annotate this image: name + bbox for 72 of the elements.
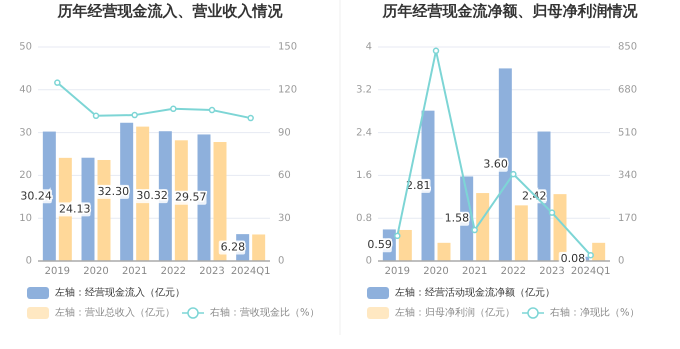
legend-label: 左轴：经营活动现金流净额（亿元）: [395, 286, 555, 299]
point: [510, 170, 517, 178]
point: [432, 48, 440, 54]
point: [92, 112, 100, 120]
y-tick-label: 2.4: [356, 127, 372, 138]
data-label: 30.32: [136, 189, 168, 202]
x-tick-label: 2022: [160, 266, 186, 277]
legend-label: 右轴：营收现金比（%）: [210, 306, 320, 319]
y2-tick-label: 510: [618, 127, 638, 138]
x-tick-label: 2020: [423, 266, 449, 277]
point: [208, 106, 216, 114]
y-tick-label: 50: [19, 42, 32, 53]
point: [394, 232, 401, 240]
bar: [252, 234, 266, 261]
y-tick-label: 4: [366, 42, 372, 53]
legend-label: 右轴：净现比（%）: [550, 306, 640, 319]
y2-tick-label: 60: [278, 170, 291, 182]
x-tick-label: 2024Q1: [570, 266, 611, 277]
x-tick-label: 2021: [122, 266, 148, 277]
y-tick-label: 20: [19, 170, 32, 182]
x-tick-label: 2022: [500, 266, 526, 277]
x-tick-label: 2019: [384, 266, 410, 277]
data-label: 6.28: [220, 240, 246, 254]
data-label: 0.59: [367, 238, 392, 252]
y2-tick-label: 850: [618, 42, 638, 53]
y2-tick-label: 150: [278, 42, 298, 53]
x-tick-label: 2019: [44, 266, 70, 277]
y2-tick-label: 170: [618, 212, 638, 224]
y2-tick-label: 680: [618, 84, 638, 96]
bar: [438, 242, 450, 261]
y2-tick-label: 0: [278, 256, 284, 267]
bar: [398, 230, 412, 261]
legend-label: 左轴：归母净利润（亿元）: [395, 306, 515, 319]
point: [247, 114, 254, 122]
point: [471, 226, 478, 234]
y2-tick-label: 120: [278, 84, 298, 96]
y2-tick-label: 90: [278, 127, 291, 138]
bar: [514, 205, 528, 261]
y-tick-label: 30: [19, 127, 32, 138]
x-tick-label: 2024Q1: [230, 266, 271, 277]
y-tick-label: 40: [19, 84, 32, 96]
x-tick-label: 2023: [199, 266, 225, 277]
bar: [476, 193, 490, 261]
y-tick-label: 0.8: [356, 212, 372, 224]
point: [54, 79, 61, 86]
chart-title: 历年经营现金流入、营业收入情况: [56, 2, 284, 20]
data-label: 0.08: [560, 252, 586, 265]
data-label: 3.60: [483, 158, 508, 171]
data-label: 32.30: [98, 184, 130, 198]
chart-title: 历年经营现金流净额、归母净利润情况: [382, 2, 638, 20]
y2-tick-label: 0: [618, 256, 624, 267]
y2-tick-label: 30: [278, 212, 291, 224]
y2-tick-label: 340: [618, 170, 638, 182]
legend-label: 左轴：营业总收入（亿元）: [55, 306, 175, 319]
point: [548, 209, 556, 216]
data-label: 24.13: [59, 202, 90, 216]
data-label: 29.57: [175, 190, 206, 204]
point: [170, 106, 177, 112]
data-label: 1.58: [444, 212, 470, 225]
y-tick-label: 1.6: [356, 170, 372, 182]
x-tick-label: 2023: [539, 266, 565, 277]
y-tick-label: 0: [366, 256, 372, 267]
x-tick-label: 2020: [83, 266, 109, 277]
x-tick-label: 2021: [462, 266, 488, 277]
legend-label: 左轴：经营现金流入（亿元）: [55, 286, 185, 299]
bar: [592, 242, 606, 261]
y-tick-label: 10: [19, 212, 32, 224]
point: [587, 252, 594, 258]
point: [131, 112, 138, 118]
data-label: 30.24: [20, 189, 52, 202]
y-tick-label: 0: [26, 256, 32, 267]
y-tick-label: 3.2: [356, 84, 372, 96]
